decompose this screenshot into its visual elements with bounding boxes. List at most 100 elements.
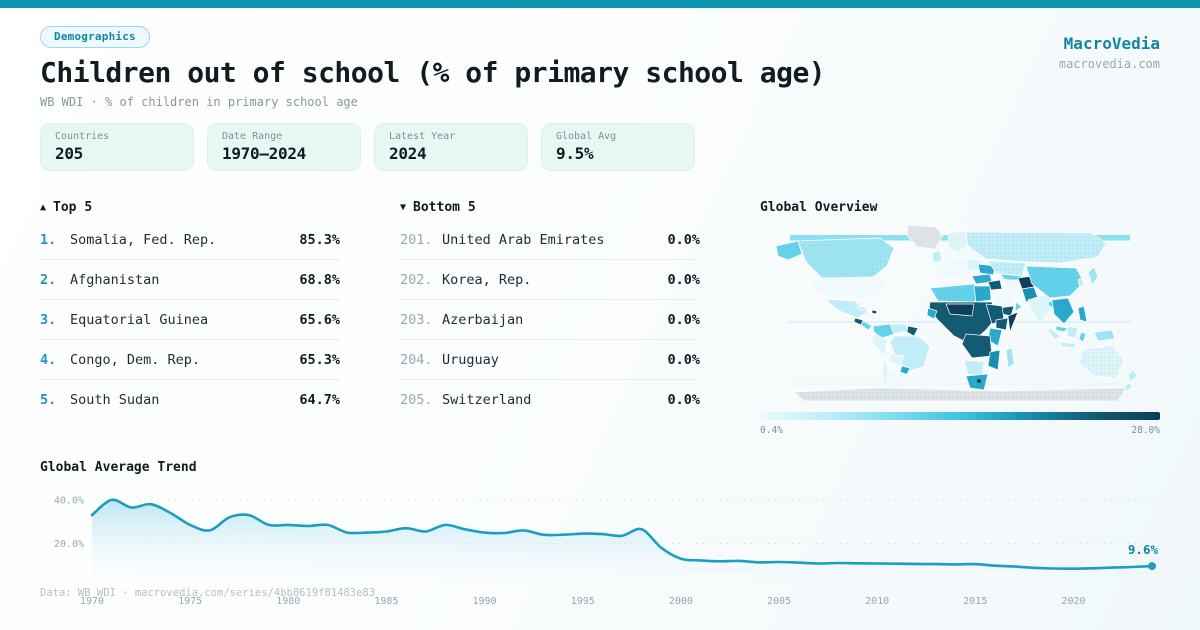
map-region-philippines [1077,305,1088,323]
country-name: South Sudan [70,392,160,408]
top5-panel: ▲ Top 5 1. Somalia, Fed. Rep. 85.3% 2. A… [40,198,340,436]
map-region-java [1059,341,1077,349]
brand-name: MacroVedia [1063,34,1160,53]
map-region-alaska [775,240,803,261]
map-region-somalia [1007,311,1019,333]
map-region-scandinavia [947,230,970,254]
country-name: Equatorial Guinea [70,311,209,328]
category-badge: Demographics [40,26,150,48]
country-name: Switzerland [442,392,532,408]
value-cell: 65.6% [299,311,340,328]
list-item: 201. United Arab Emirates 0.0% [400,220,700,260]
country-name: Korea, Rep. [442,271,532,288]
bottom5-list: 201. United Arab Emirates 0.0% 202. Kore… [400,220,700,420]
rank-cell: 205. [400,392,433,408]
map-title: Global Overview [760,199,878,215]
footer-attribution: Data: WB WDI · macrovedia.com/series/4bb… [40,587,376,599]
map-header: Global Overview [760,198,1160,216]
country-name: United Arab Emirates [442,231,605,248]
value-cell: 85.3% [299,231,340,248]
stat-value: 205 [55,144,83,163]
rank-cell: 2. [40,271,57,288]
country-name: Congo, Dem. Rep. [70,351,201,368]
header: Demographics Children out of school (% o… [40,25,1160,109]
stat-cards: Countries 205 Date Range 1970—2024 Lates… [40,123,1160,171]
list-item: 202. Korea, Rep. 0.0% [400,260,700,300]
bottom5-header: ▼ Bottom 5 [400,198,700,216]
brand-domain: macrovedia.com [1058,57,1160,71]
map-scale-labels: 0.4% 28.0% [760,425,1160,436]
list-item: 205. Switzerland 0.0% [400,380,700,420]
page-subtitle: WB WDI · % of children in primary school… [40,95,358,109]
map-region-lesotho [977,379,981,383]
trend-x-tick-label: 2010 [865,596,889,607]
page: Demographics Children out of school (% o… [0,25,1200,611]
map-region-drc-angola [961,333,993,359]
rank-cell: 204. [400,351,433,368]
map-panel: Global Overview [760,198,1160,436]
map-region-japan [1087,266,1099,286]
map-region-brazil [889,335,931,373]
value-cell: 64.7% [299,392,340,408]
trend-x-tick-label: 1970 [80,596,104,607]
top5-header: ▲ Top 5 [40,198,340,216]
world-map-svg [775,224,1138,402]
map-region-central-america [860,320,873,331]
trend-x-tick-label: 1975 [178,596,202,607]
value-cell: 0.0% [667,311,700,328]
main-content: ▲ Top 5 1. Somalia, Fed. Rep. 85.3% 2. A… [40,198,1160,436]
map-region-mali-niger-chad [945,303,975,317]
rank-cell: 202. [400,271,433,288]
map-region-haiti [871,309,878,315]
trend-x-tick-label: 1985 [374,596,398,607]
map-region-borneo [1066,325,1079,339]
map-region-bolivia [889,353,905,367]
trend-chart: 40.0% 20.0% 1970 1975 1980 1985 1990 1995 2000 20… [54,495,1159,607]
trend-y-tick-label: 20.0% [54,539,84,550]
map-region-mozambique [987,349,1001,371]
value-cell: 0.0% [667,271,700,288]
map-region-mexico [825,298,869,319]
value-cell: 0.0% [667,392,700,408]
country-name: Somalia, Fed. Rep. [70,231,217,248]
top5-list: 1. Somalia, Fed. Rep. 85.3% 2. Afghanist… [40,220,340,420]
list-item: 2. Afghanistan 68.8% [40,260,340,300]
trend-section: Global Average Trend 40.0% 20.0% 1970 1975 1… [40,460,1160,611]
value-cell: 65.3% [299,351,340,368]
map-region-southeast-asia [1051,297,1075,325]
map-region-new-zealand-north [1127,369,1138,383]
trend-x-tick-label: 2005 [767,596,791,607]
map-region-india [1027,293,1053,325]
map-region-senegal-guinea [926,307,938,320]
trend-y-tick-label: 40.0% [54,495,84,506]
stat-label: Countries [55,131,110,142]
map-stipple-overlay [794,232,1126,401]
country-name: Azerbaijan [442,311,524,328]
top-accent-bar [0,0,1200,8]
world-map: 0.4% 28.0% [760,224,1160,436]
map-region-sulawesi [1078,331,1087,343]
map-region-sumatra [1047,327,1061,341]
map-region-malaysia [1055,325,1069,333]
rank-cell: 203. [400,311,433,328]
stat-card-global-avg: Global Avg 9.5% [541,123,695,171]
map-region-cuba [856,305,869,312]
value-cell: 0.0% [667,351,700,368]
map-region-madagascar [1005,347,1015,369]
map-region-oman [1014,301,1023,312]
map-scale-min: 0.4% [760,425,783,436]
rank-cell: 3. [40,311,57,328]
trend-end-dot [1148,562,1156,571]
trend-x-tick-label: 1995 [571,596,595,607]
map-region-ethiopia [995,317,1009,331]
map-region-peru [871,333,889,357]
rank-cell: 201. [400,231,433,248]
trend-x-tick-label: 2000 [669,596,693,607]
list-item: 3. Equatorial Guinea 65.6% [40,300,340,340]
trend-end-label: 9.6% [1128,542,1159,557]
stat-card-date-range: Date Range 1970—2024 [207,123,361,171]
trend-x-tick-label: 1990 [473,596,497,607]
trend-x-tick-label: 2020 [1061,596,1085,607]
trend-area [92,499,1152,587]
stat-value: 9.5% [556,144,594,163]
